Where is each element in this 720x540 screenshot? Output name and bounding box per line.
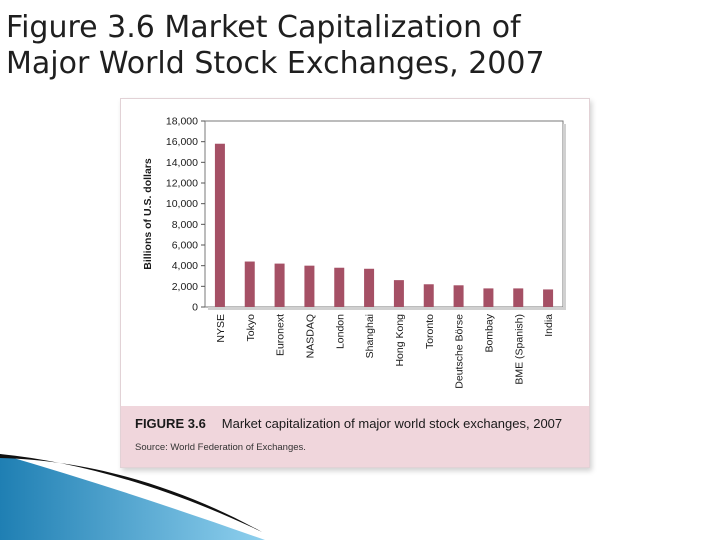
y-tick-label: 0 [192,302,198,314]
x-tick-label: Hong Kong [394,314,406,367]
bar-nyse [214,143,225,307]
y-tick-label: 8,000 [172,219,198,231]
x-tick-label: London [334,314,346,349]
bar-nasdaq [304,265,315,307]
bar-chart: Billions of U.S. dollars 0 2,000 4,000 6,00… [142,116,566,389]
figure-label: FIGURE 3.6 [135,416,206,431]
caption-band: FIGURE 3.6 Market capitalization of major… [121,406,589,467]
y-axis-label: Billions of U.S. dollars [142,158,154,270]
decorative-swoosh [0,454,265,540]
x-tick-label: Toronto [424,314,436,349]
y-tick-label: 16,000 [166,136,198,148]
slide-title: Figure 3.6 Market Capitalization of Majo… [6,10,545,81]
bar-toronto [423,284,434,307]
y-tick-label: 4,000 [172,260,198,272]
bar-india [543,289,554,307]
plot-area [204,120,564,308]
y-tick-label: 14,000 [166,157,198,169]
caption-line: FIGURE 3.6 Market capitalization of major… [135,416,562,431]
bar-shanghai [364,268,375,307]
bar-series [214,143,554,307]
x-tick-label: Euronext [275,314,287,356]
x-axis-labels: NYSE Tokyo Euronext NASDAQ London Shanghai Hon… [215,313,555,388]
y-tick-label: 12,000 [166,178,198,190]
bar-bombay [483,288,494,307]
x-tick-label: BME (Spanish) [513,314,525,385]
bar-euronext [274,263,285,307]
y-tick-label: 2,000 [172,281,198,293]
y-tick-label: 10,000 [166,198,198,210]
x-tick-label: Tokyo [245,314,257,342]
bar-london [334,267,345,307]
x-tick-label: India [543,314,555,337]
swoosh-blue [0,454,265,540]
figure-caption: Market capitalization of major world sto… [221,416,563,431]
x-tick-label: Shanghai [364,314,376,358]
x-tick-label: NASDAQ [304,314,316,358]
bar-tokyo [244,261,255,307]
figure-source: Source: World Federation of Exchanges. [135,442,306,453]
x-tick-label: Deutsche Börse [454,314,466,389]
bar-deutsche-b-rse [453,285,464,307]
bar-bme-spanish- [513,288,524,307]
y-tick-label: 6,000 [172,240,198,252]
plot-shadow-bottom [208,307,566,310]
x-tick-label: Bombay [483,313,495,352]
bar-hong-kong [393,280,404,307]
plot-shadow-right [563,124,566,310]
y-axis-ticks: 0 2,000 4,000 6,000 8,000 10,000 12,000 14,000 1… [166,116,205,314]
y-tick-label: 18,000 [166,116,198,128]
x-tick-label: NYSE [215,314,227,343]
figure-card: Billions of U.S. dollars 0 2,000 4,000 6,00… [120,98,590,468]
